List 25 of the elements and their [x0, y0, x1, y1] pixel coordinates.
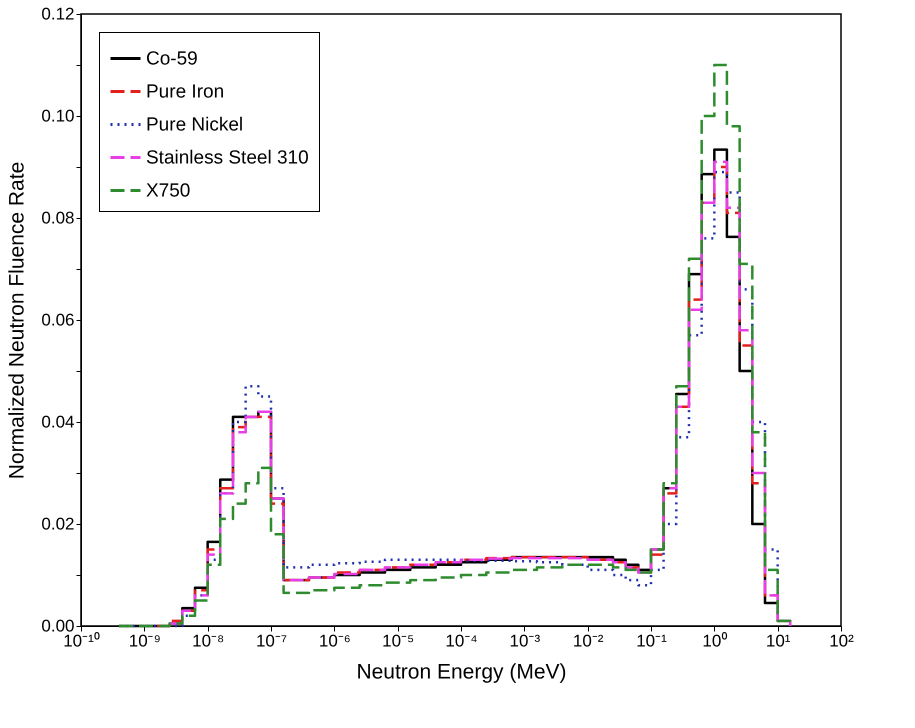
- y-tick-label: 0.06: [41, 310, 74, 330]
- x-tick-label: 10²: [829, 632, 854, 650]
- y-tick-label: 0.12: [41, 4, 74, 24]
- y-tick-label: 0.08: [41, 208, 74, 228]
- x-tick-label: 10⁻⁷: [256, 632, 288, 650]
- legend-label: Pure Iron: [146, 82, 224, 102]
- x-axis-title: Neutron Energy (MeV): [356, 660, 567, 684]
- y-tick-label: 0.02: [41, 514, 74, 534]
- x-tick-label: 10⁰: [702, 632, 728, 650]
- y-axis-title: Normalized Neutron Fluence Rate: [5, 162, 28, 480]
- y-tick-label: 0.10: [41, 106, 74, 126]
- x-tick-label: 10⁻⁹: [128, 632, 161, 650]
- x-tick-label: 10¹: [766, 632, 791, 650]
- x-tick-label: 10⁻¹: [636, 632, 668, 650]
- y-tick-label: 0.04: [41, 412, 74, 432]
- x-tick-label: 10⁻⁴: [445, 632, 478, 650]
- legend-label: Stainless Steel 310: [146, 148, 309, 168]
- legend-label: X750: [146, 180, 190, 202]
- x-tick-label: 10⁻³: [510, 632, 540, 650]
- legend-label: Pure Nickel: [146, 114, 244, 136]
- x-tick-label: 10⁻⁵: [382, 632, 414, 650]
- x-tick-label: 10⁻⁶: [318, 632, 351, 650]
- x-tick-label: 10⁻²: [572, 632, 604, 650]
- x-tick-label: 10⁻⁸: [192, 632, 224, 650]
- legend-label: Co-59: [146, 48, 198, 70]
